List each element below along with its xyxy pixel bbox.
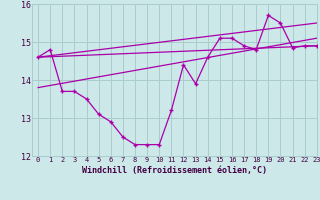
X-axis label: Windchill (Refroidissement éolien,°C): Windchill (Refroidissement éolien,°C): [82, 166, 267, 175]
